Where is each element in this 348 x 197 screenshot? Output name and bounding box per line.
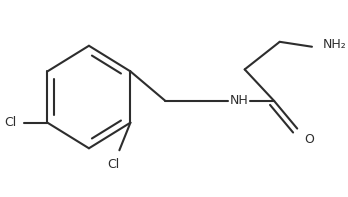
Text: Cl: Cl: [4, 116, 16, 129]
Text: Cl: Cl: [107, 158, 119, 171]
Text: NH₂: NH₂: [323, 38, 347, 51]
Text: O: O: [304, 134, 315, 147]
Text: NH: NH: [230, 95, 248, 108]
